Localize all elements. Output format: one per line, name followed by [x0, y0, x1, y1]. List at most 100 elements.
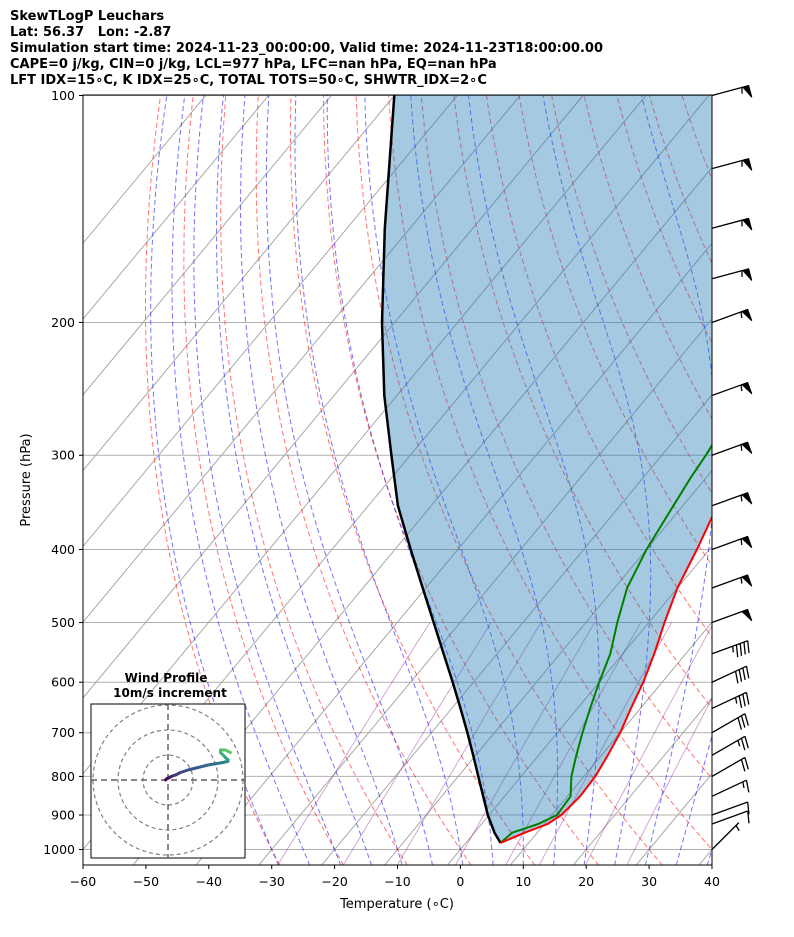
header-times: Simulation start time: 2024-11-23_00:00:…	[10, 41, 603, 56]
y-tick-label: 500	[51, 615, 75, 630]
x-tick-label: −20	[321, 874, 347, 889]
wind-barb-half	[742, 781, 745, 789]
y-tick-label: 400	[51, 542, 75, 557]
isotherm	[321, 394, 712, 865]
wind-barb	[711, 308, 753, 324]
dry-adiabat	[551, 95, 712, 494]
wind-barb-pennant	[741, 158, 753, 171]
dry-adiabat	[355, 95, 663, 865]
mixing-ratio-line	[454, 622, 596, 865]
dry-adiabat	[780, 96, 794, 866]
wind-barb-shaft	[711, 640, 748, 655]
header-title: SkewTLogP Leuchars	[10, 9, 165, 24]
hodograph-segment	[196, 763, 210, 769]
wind-barb-half	[734, 697, 738, 704]
wind-barb-full	[740, 759, 746, 772]
isotherm	[509, 621, 712, 865]
hodograph-inset: Wind Profile 10m/s increment	[90, 671, 246, 859]
wind-barb-full	[739, 643, 743, 656]
moist-adiabat	[150, 95, 279, 865]
wind-barb	[711, 735, 749, 756]
wind-barb	[711, 535, 753, 551]
wind-barb	[711, 822, 740, 850]
wind-barb-full	[744, 736, 749, 749]
wind-barb-pennant	[741, 441, 753, 454]
wind-barb-full	[745, 666, 750, 679]
wind-barb-full	[734, 671, 739, 684]
x-tick-label: −30	[259, 874, 285, 889]
moist-adiabat	[326, 95, 494, 865]
wind-barb	[711, 665, 750, 684]
parcel-profile-line	[380, 95, 502, 844]
wind-barb	[711, 608, 753, 624]
dry-adiabat	[747, 96, 794, 866]
wind-barb-full	[738, 669, 743, 682]
wind-barb-pennant	[741, 268, 753, 281]
y-tick-label: 600	[51, 675, 75, 690]
dry-adiabat	[183, 95, 344, 865]
moist-adiabat	[239, 95, 403, 865]
isotherm	[83, 95, 332, 396]
wind-barb-shaft	[711, 665, 747, 683]
moist-adiabat	[216, 95, 373, 865]
y-tick-label: 100	[51, 88, 75, 103]
wind-barb-full	[737, 717, 743, 730]
wind-barb	[711, 441, 753, 456]
x-tick-label: 10	[515, 874, 531, 889]
y-tick-label: 300	[51, 448, 75, 463]
hodograph-subtitle: 10m/s increment	[113, 686, 227, 700]
header-indices-2: LFT IDX=15∘C, K IDX=25∘C, TOTAL TOTS=50∘…	[10, 73, 487, 88]
wind-barb-full	[744, 757, 749, 770]
mixing-ratio-line	[277, 622, 431, 865]
mixing-ratio-line	[626, 696, 712, 865]
header-location: Lat: 56.37 Lon: -2.87	[10, 25, 172, 40]
y-axis-label: Pressure (hPa)	[19, 433, 34, 526]
mixing-ratio-line	[342, 622, 492, 865]
profiles	[380, 95, 712, 844]
isotherm	[195, 242, 712, 865]
wind-barb-pennant	[741, 85, 753, 98]
isotherm	[698, 848, 712, 865]
wind-barb-full	[735, 644, 739, 658]
dry-adiabat	[518, 95, 712, 567]
wind-barb-shaft	[711, 691, 747, 710]
wind-barb-full	[747, 801, 750, 815]
wind-barb-pennant	[741, 574, 753, 587]
isotherm	[83, 95, 521, 623]
wind-barb-pennant	[741, 535, 753, 549]
wind-barb-full	[745, 692, 750, 705]
wind-barb	[711, 713, 749, 734]
moist-adiabat	[171, 95, 311, 865]
isotherm	[258, 318, 712, 865]
wind-barb	[711, 381, 753, 397]
wind-barb-half	[740, 311, 743, 319]
wind-barb-shaft	[711, 735, 746, 756]
dry-adiabat	[453, 95, 712, 709]
x-tick-label: −10	[384, 874, 410, 889]
wind-barb-full	[747, 810, 750, 824]
wind-barb-full	[744, 713, 749, 726]
wind-barb-pennant	[741, 381, 753, 395]
wind-barb-full	[742, 693, 746, 707]
x-tick-label: 0	[456, 874, 464, 889]
wind-barb-full	[740, 738, 746, 751]
isotherm	[83, 95, 584, 699]
wind-barb-half	[735, 825, 740, 832]
dry-adiabat	[388, 95, 712, 851]
wind-barb	[711, 217, 753, 231]
wind-barb	[711, 85, 753, 98]
dry-adiabat	[715, 96, 794, 866]
cin-shading	[382, 95, 712, 843]
mixing-ratio-line	[584, 624, 712, 865]
dry-adiabat	[289, 95, 536, 865]
cape-cin-shading	[382, 95, 712, 843]
wind-barb-shaft	[711, 713, 746, 734]
hodograph-segment	[224, 748, 232, 754]
wind-barb-pennant	[741, 608, 753, 622]
wind-barb	[711, 268, 753, 281]
wind-barb-shaft	[711, 756, 746, 777]
wind-barb-shaft	[711, 779, 747, 797]
background-lines	[83, 95, 794, 866]
x-tick-label: −50	[133, 874, 159, 889]
hodograph-title: Wind Profile	[125, 671, 208, 685]
